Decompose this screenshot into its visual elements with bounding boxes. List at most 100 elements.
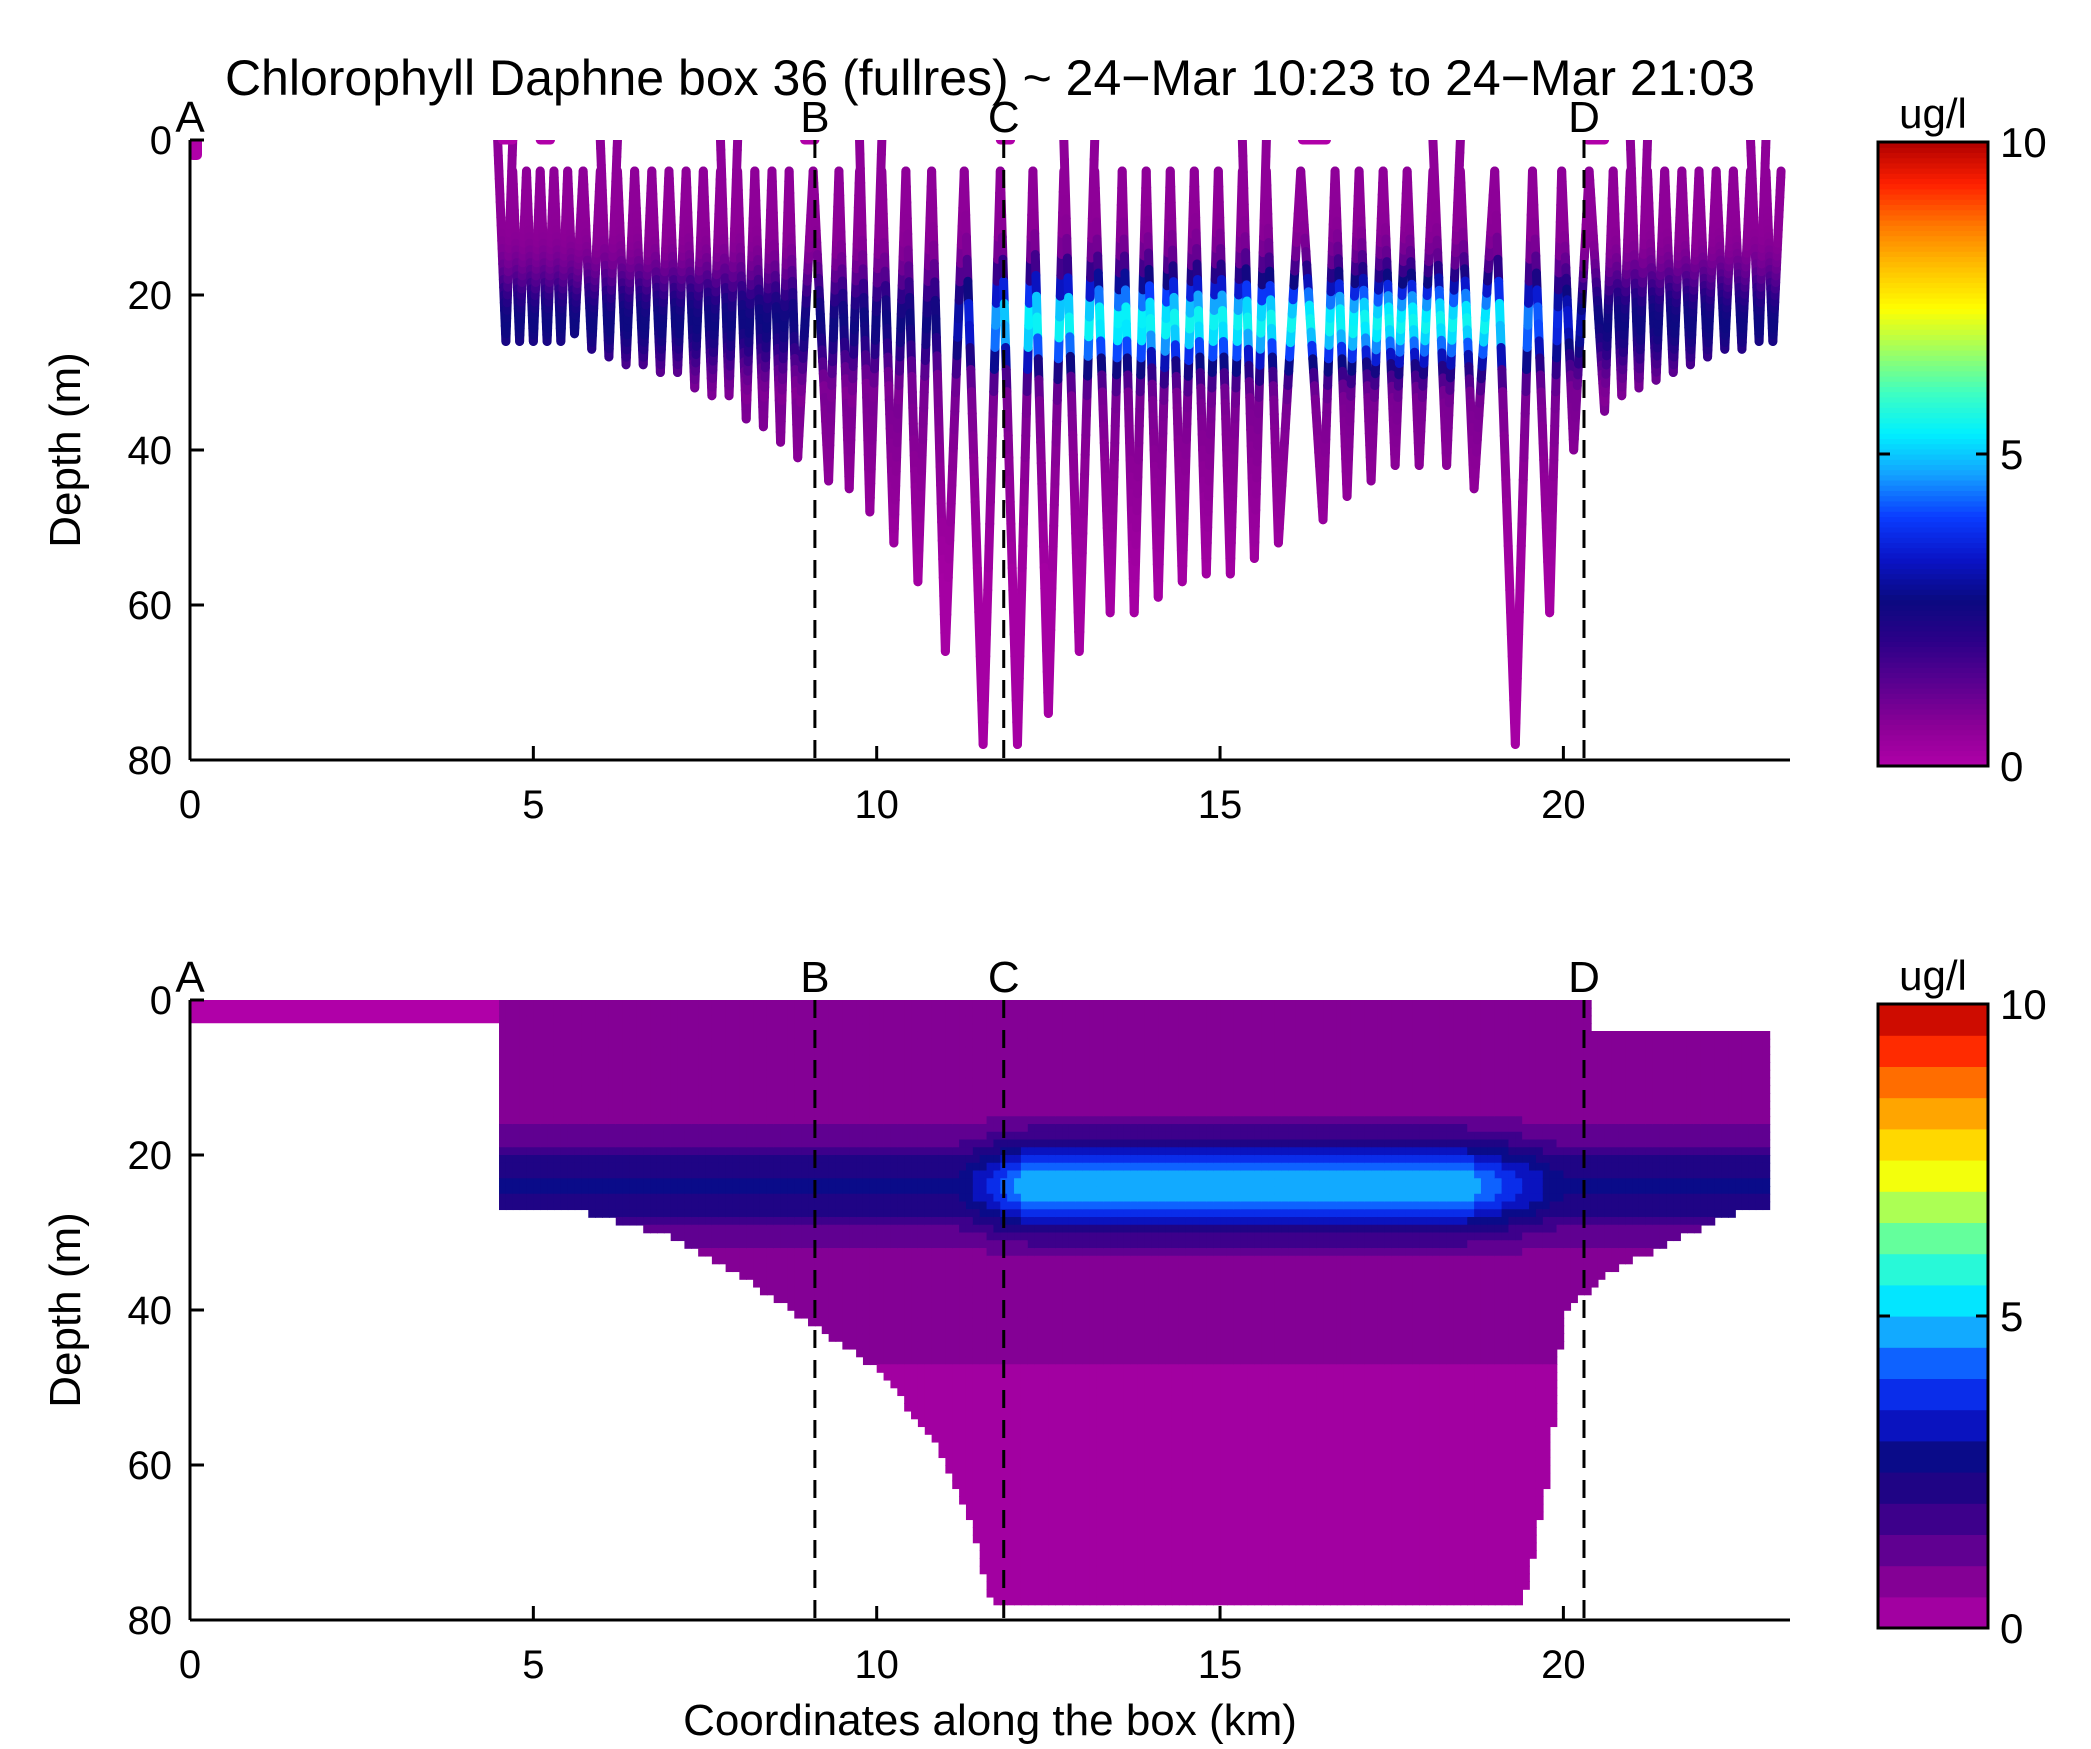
contour-cell	[602, 1186, 610, 1195]
contour-cell	[581, 1155, 590, 1164]
contour-cell	[643, 1162, 651, 1172]
contour-cell	[856, 1224, 864, 1234]
contour-cell	[540, 1054, 548, 1063]
contour-cell	[663, 1224, 672, 1234]
contour-cell	[746, 1263, 754, 1273]
contour-cell	[753, 1007, 761, 1017]
contour-cell	[629, 1038, 638, 1048]
contour-cell	[746, 1085, 754, 1094]
contour-cell	[835, 1240, 844, 1249]
contour-cell	[835, 1131, 844, 1141]
contour-cell	[780, 1046, 789, 1056]
contour-cell	[526, 1069, 535, 1079]
contour-cell	[650, 1224, 658, 1234]
contour-cell	[801, 1255, 809, 1265]
contour-cell	[883, 1069, 892, 1079]
contour-cell	[705, 1031, 713, 1040]
contour-cell	[608, 1139, 617, 1149]
contour-cell	[828, 1286, 837, 1296]
contour-cell	[828, 1100, 837, 1110]
contour-cell	[828, 1178, 837, 1187]
contour-cell	[567, 1007, 576, 1017]
contour-cell	[725, 1170, 734, 1180]
contour-cell	[595, 1170, 603, 1180]
contour-cell	[849, 1093, 857, 1102]
contour-cell	[560, 1201, 569, 1211]
contour-cell	[608, 1023, 617, 1032]
contour-cell	[821, 1100, 830, 1110]
contour-cell	[677, 1224, 686, 1234]
contour-cell	[670, 1038, 679, 1048]
contour-cell	[588, 1054, 596, 1063]
contour-cell	[499, 1170, 507, 1180]
contour-cell	[766, 1085, 775, 1094]
contour-cell	[849, 1015, 857, 1025]
contour-cell	[787, 1155, 796, 1164]
contour-cell	[499, 1100, 507, 1110]
contour-cell	[739, 1209, 748, 1218]
contour-cell	[794, 1302, 802, 1311]
contour-cell	[650, 1155, 658, 1164]
contour-cell	[835, 1224, 844, 1234]
contour-cell	[677, 1046, 686, 1056]
contour-cell	[787, 1077, 796, 1087]
contour-cell	[684, 1155, 693, 1164]
contour-cell	[746, 1193, 754, 1203]
contour-cell	[663, 1054, 672, 1063]
contour-cell	[732, 1077, 741, 1087]
contour-cell	[581, 1131, 590, 1141]
contour-cell	[725, 1085, 734, 1094]
contour-cell	[828, 1054, 837, 1063]
contour-cell	[581, 1178, 590, 1187]
contour-cell	[876, 1255, 885, 1265]
contour-cell	[725, 1031, 734, 1040]
contour-cell	[519, 1015, 528, 1025]
contour-cell	[869, 1077, 878, 1087]
contour-cell	[746, 1271, 754, 1280]
contour-cell	[567, 1162, 576, 1172]
contour-cell	[663, 1077, 672, 1087]
contour-cell	[512, 1201, 521, 1211]
contour-cell	[828, 1217, 837, 1226]
contour-cell	[842, 1286, 851, 1296]
contour-cell	[663, 1209, 672, 1218]
contour-cell	[691, 1108, 699, 1118]
contour-cell	[540, 1193, 548, 1203]
contour-cell	[499, 1062, 507, 1071]
contour-cell	[595, 1108, 603, 1118]
contour-cell	[629, 1155, 638, 1164]
contour-cell	[581, 1186, 590, 1195]
contour-cell	[677, 1217, 686, 1226]
contour-cell	[725, 1162, 734, 1172]
contour-cell	[869, 1232, 878, 1242]
contour-cell	[787, 1139, 796, 1149]
contour-cell	[698, 1015, 706, 1025]
surface-strip	[190, 1000, 500, 1024]
contour-cell	[794, 1046, 802, 1056]
contour-cell	[615, 1093, 624, 1102]
contour-cell	[780, 1085, 789, 1094]
contour-cell	[533, 1069, 542, 1079]
contour-cell	[684, 1023, 693, 1032]
contour-cell	[533, 1155, 542, 1164]
contour-cell	[533, 1100, 542, 1110]
contour-cell	[725, 1248, 734, 1257]
contour-cell	[801, 1201, 809, 1211]
contour-cell	[876, 1077, 885, 1087]
contour-cell	[794, 1162, 802, 1172]
contour-cell	[663, 1124, 672, 1133]
contour-cell	[595, 1093, 603, 1102]
contour-cell	[553, 1093, 562, 1102]
contour-cell	[814, 1248, 823, 1257]
contour-cell	[808, 1248, 816, 1257]
contour-cell	[794, 1170, 802, 1180]
contour-cell	[814, 1310, 823, 1319]
contour-cell	[732, 1263, 741, 1273]
contour-cell	[643, 1007, 651, 1017]
contour-cell	[835, 1201, 844, 1211]
contour-cell	[787, 1279, 796, 1288]
contour-cell	[869, 1302, 878, 1311]
contour-cell	[643, 1186, 651, 1195]
contour-cell	[732, 1162, 741, 1172]
contour-cell	[691, 1139, 699, 1149]
